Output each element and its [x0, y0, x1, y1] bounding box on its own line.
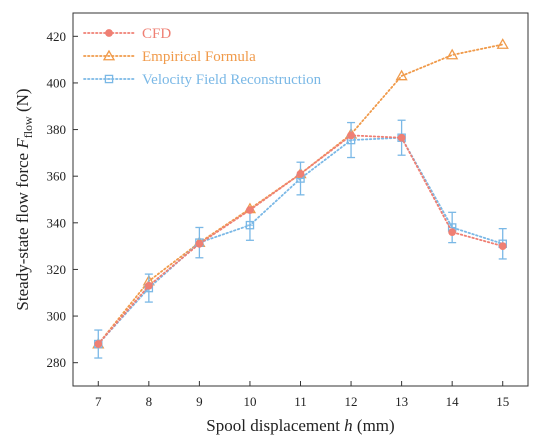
- x-axis-title-main: Spool displacement: [206, 416, 344, 435]
- y-tick-label: 360: [47, 169, 67, 184]
- y-axis-title-main: Steady-state flow force: [13, 149, 32, 311]
- x-tick-label: 7: [95, 394, 102, 409]
- y-tick-label: 280: [47, 355, 67, 370]
- y-tick-label: 420: [47, 29, 67, 44]
- cfd-point: [144, 281, 153, 290]
- cfd-point: [397, 133, 406, 142]
- x-tick-label: 9: [196, 394, 203, 409]
- x-tick-label: 8: [146, 394, 153, 409]
- x-axis-title-unit: (mm): [353, 416, 395, 435]
- legend-item: Empirical Formula: [83, 49, 256, 65]
- y-tick-label: 320: [47, 262, 67, 277]
- x-tick-label: 11: [294, 394, 307, 409]
- plot-area: 7 8 9 10 11 12 13 14 15280300320340360380400420 …: [47, 12, 529, 409]
- y-axis-title-var: F: [13, 138, 32, 150]
- series-square: [94, 119, 507, 359]
- legend-item: Velocity Field Reconstruction: [83, 72, 322, 88]
- y-axis-title-unit: (N): [13, 88, 32, 116]
- cfd-point: [498, 242, 507, 251]
- y-tick-label: 300: [47, 309, 67, 324]
- x-tick-label: 14: [446, 394, 460, 409]
- empirical-point: [102, 49, 116, 61]
- legend-item: CFD: [83, 26, 171, 42]
- cfd-point: [448, 228, 457, 237]
- y-tick-label: 400: [47, 75, 67, 90]
- cfd-point: [105, 29, 113, 37]
- x-tick-label: 12: [345, 394, 358, 409]
- empirical-point: [395, 69, 408, 81]
- cfd-point: [296, 169, 305, 178]
- legend-label: CFD: [142, 26, 171, 42]
- legend: CFD Empirical Formula Velocity Field Recon…: [83, 26, 322, 88]
- y-tick-label: 340: [47, 215, 67, 230]
- legend-label: Empirical Formula: [142, 49, 256, 65]
- series-circle: [94, 131, 507, 348]
- series-layer: [92, 38, 509, 359]
- cfd-point: [195, 239, 204, 248]
- axis-ticks: 7 8 9 10 11 12 13 14 15 280 300 320 340 360 380 400 420: [47, 29, 510, 409]
- empirical-point: [446, 48, 459, 60]
- empirical-point: [496, 38, 509, 49]
- x-tick-label: 15: [496, 394, 509, 409]
- y-axis-title-subscript: flow: [21, 116, 35, 138]
- cfd-point: [246, 206, 254, 214]
- cfd-point: [94, 340, 103, 348]
- x-tick-label: 10: [243, 394, 256, 409]
- x-axis-title: Spool displacement h (mm): [206, 416, 394, 435]
- x-tick-label: 13: [395, 394, 408, 409]
- legend-label: Velocity Field Reconstruction: [142, 72, 322, 88]
- cfd-point: [347, 131, 355, 140]
- y-tick-label: 380: [47, 122, 67, 137]
- x-axis-title-var: h: [344, 416, 353, 435]
- series-line: [97, 43, 504, 345]
- y-axis-title: Steady-state flow force Fflow (N): [13, 88, 35, 310]
- plot-frame: [72, 12, 529, 387]
